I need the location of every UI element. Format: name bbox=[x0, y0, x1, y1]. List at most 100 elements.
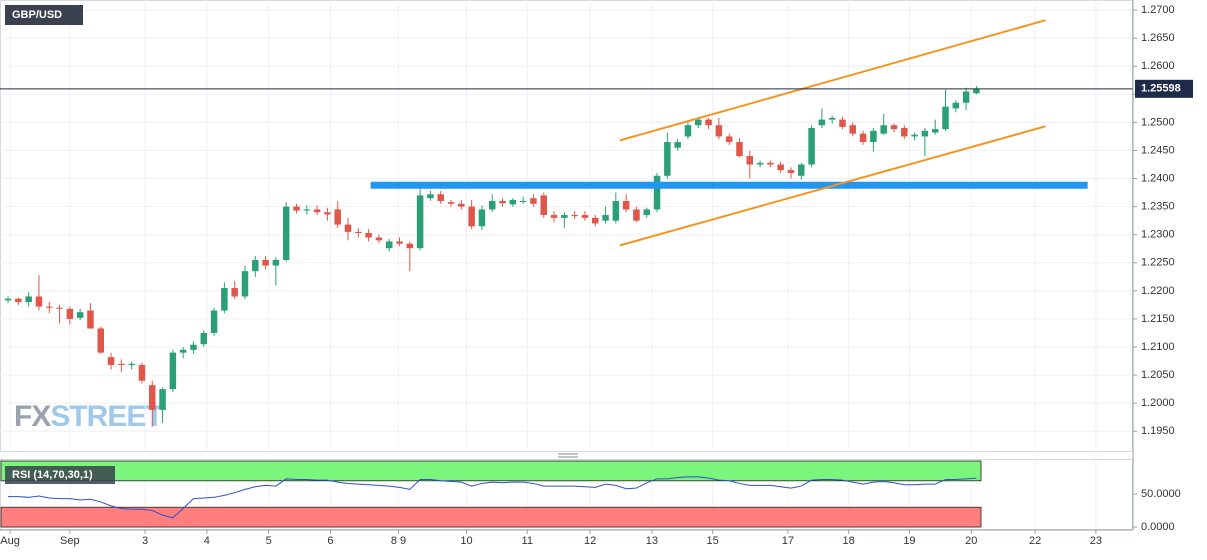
candle-body bbox=[880, 125, 887, 134]
candle-body bbox=[303, 209, 311, 211]
candle-body bbox=[653, 175, 661, 210]
candle-body bbox=[447, 202, 455, 204]
x-tick-label: 4 bbox=[204, 535, 210, 547]
last-price-box bbox=[1135, 79, 1193, 98]
candle-body bbox=[746, 156, 754, 165]
y-tick-label: 1.2150 bbox=[1141, 313, 1175, 325]
candle-body bbox=[241, 271, 249, 297]
candle-body bbox=[571, 215, 578, 217]
rsi-zone bbox=[0, 460, 982, 482]
candle-body bbox=[159, 389, 166, 410]
candle-body bbox=[262, 259, 269, 266]
symbol-box bbox=[5, 5, 83, 25]
candle-body bbox=[468, 206, 475, 227]
trend-line bbox=[619, 19, 1046, 142]
candle-body bbox=[591, 217, 599, 224]
candle-body bbox=[756, 162, 764, 165]
symbol-label: GBP/USD bbox=[12, 9, 62, 21]
candle-body bbox=[890, 125, 898, 130]
candle-body bbox=[550, 215, 558, 218]
candle-body bbox=[35, 296, 43, 307]
candle-body bbox=[200, 332, 208, 345]
candle-body bbox=[849, 125, 857, 134]
candle-body bbox=[282, 206, 290, 260]
y-tick-label: 1.2650 bbox=[1141, 32, 1175, 44]
x-tick-label: 17 bbox=[782, 535, 794, 547]
x-tick-label: 10 bbox=[460, 535, 472, 547]
x-tick-label: 20 bbox=[965, 535, 977, 547]
candle-body bbox=[787, 170, 795, 173]
candle-body bbox=[931, 129, 939, 133]
x-tick-label: Aug bbox=[0, 535, 20, 547]
candle-body bbox=[87, 310, 94, 329]
x-tick-label: 12 bbox=[584, 535, 596, 547]
candle-body bbox=[313, 209, 321, 213]
y-tick-label: 1.2200 bbox=[1141, 285, 1175, 297]
candle-body bbox=[272, 259, 280, 266]
rsi-zone bbox=[0, 506, 982, 528]
candle-body bbox=[97, 328, 105, 353]
candle-body bbox=[499, 201, 506, 204]
y-tick-label: 1.2450 bbox=[1141, 144, 1175, 156]
y-tick-label: 1.2700 bbox=[1141, 4, 1175, 16]
candle-body bbox=[252, 259, 259, 272]
candle-body bbox=[488, 201, 496, 210]
y-tick-label: 1.2400 bbox=[1141, 172, 1175, 184]
candle-body bbox=[736, 142, 743, 157]
candle-body bbox=[715, 125, 723, 137]
rsi-label: RSI (14,70,30,1) bbox=[12, 469, 93, 481]
candle-body bbox=[190, 344, 197, 350]
trend-line bbox=[619, 125, 1046, 247]
x-tick-label: 6 bbox=[327, 535, 333, 547]
candle-body bbox=[169, 352, 177, 390]
y-tick-label: 1.1950 bbox=[1141, 425, 1175, 437]
candle-body bbox=[581, 215, 589, 218]
candle-body bbox=[478, 209, 486, 227]
candle-body bbox=[45, 306, 53, 308]
candle-body bbox=[66, 308, 74, 319]
candle-body bbox=[777, 164, 784, 171]
candle-body bbox=[695, 119, 702, 126]
x-tick-label: 13 bbox=[646, 535, 658, 547]
candle-body bbox=[128, 363, 135, 365]
x-tick-label: 22 bbox=[1029, 535, 1041, 547]
x-tick-label: 11 bbox=[522, 535, 533, 547]
candle-body bbox=[942, 106, 949, 130]
candle-body bbox=[25, 296, 32, 303]
candle-body bbox=[509, 199, 517, 205]
candle-body bbox=[437, 194, 444, 202]
candle-body bbox=[118, 363, 125, 365]
candle-body bbox=[901, 128, 908, 137]
candle-body bbox=[355, 231, 362, 234]
candle-body bbox=[911, 134, 918, 137]
y-tick-label: 0.0000 bbox=[1141, 521, 1175, 533]
candle-body bbox=[385, 241, 393, 249]
candle-body bbox=[76, 312, 84, 318]
candle-body bbox=[664, 142, 671, 176]
candle-body bbox=[725, 136, 733, 143]
candle-body bbox=[839, 119, 846, 127]
candle-body bbox=[561, 215, 568, 218]
y-tick-label: 1.2300 bbox=[1141, 229, 1175, 241]
candle-body bbox=[705, 119, 712, 126]
pane-separator[interactable] bbox=[558, 453, 578, 458]
candle-body bbox=[375, 237, 383, 241]
candle-body bbox=[684, 125, 692, 137]
candle-body bbox=[808, 128, 815, 165]
y-tick-label: 1.2600 bbox=[1141, 60, 1175, 72]
y-tick-label: 1.2350 bbox=[1141, 201, 1175, 213]
watermark: FXSTREET bbox=[14, 400, 163, 433]
x-tick-label: 3 bbox=[142, 535, 148, 547]
candle-body bbox=[416, 195, 424, 249]
x-tick-label: 18 bbox=[843, 535, 855, 547]
last-price-label: 1.25598 bbox=[1141, 83, 1181, 95]
candle-body bbox=[602, 215, 609, 221]
candle-body bbox=[210, 310, 218, 333]
candle-body bbox=[921, 130, 929, 137]
y-tick-label: 1.2250 bbox=[1141, 257, 1175, 269]
candle-body bbox=[231, 288, 238, 297]
rsi-line bbox=[8, 476, 977, 519]
candle-body bbox=[293, 206, 300, 211]
